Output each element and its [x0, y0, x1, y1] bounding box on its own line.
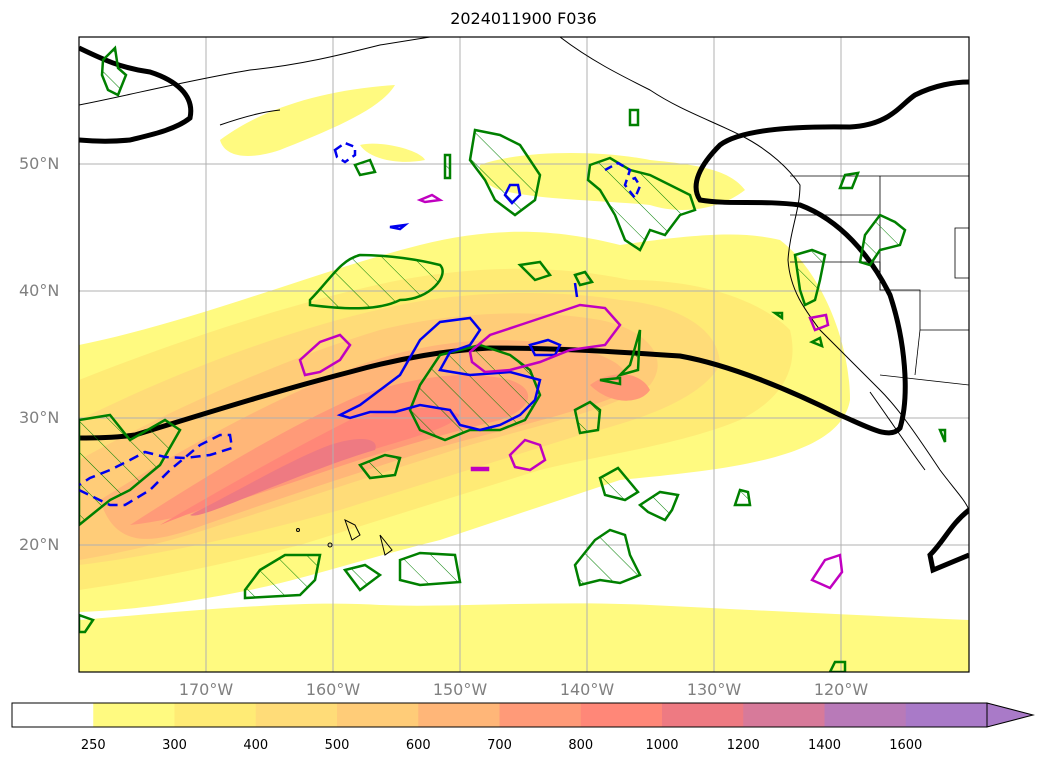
lat-label-40n: 40°N	[19, 281, 60, 300]
lat-label-30n: 30°N	[19, 408, 60, 427]
colorbar-tick-label: 600	[405, 738, 431, 753]
colorbar-tick-label: 1000	[645, 738, 679, 753]
green-hatched-regions	[79, 45, 947, 672]
colorbar-segment	[743, 703, 825, 727]
lon-label-170w: 170°W	[178, 680, 234, 699]
colorbar-tick-label: 800	[568, 738, 594, 753]
colorbar-segment	[580, 703, 663, 727]
magenta-contours	[298, 193, 844, 590]
colorbar-segment	[93, 703, 175, 727]
map-title: 2024011900 F036	[450, 9, 597, 28]
colorbar-tick-label: 700	[487, 738, 512, 753]
lon-label-160w: 160°W	[305, 680, 361, 699]
map-frame	[78, 36, 970, 673]
colorbar-tick-label: 500	[324, 738, 350, 753]
colorbar-segment	[337, 703, 419, 727]
colorbar-segment	[174, 703, 257, 727]
colorbar-tick-label: 1400	[807, 738, 842, 753]
colorbar-segment	[499, 703, 582, 727]
lat-label-50n: 50°N	[19, 154, 60, 173]
colorbar-segment	[12, 703, 94, 727]
lon-label-130w: 130°W	[686, 680, 742, 699]
colorbar-tick-label: 250	[80, 738, 106, 753]
colorbar-extend-arrow	[986, 702, 1035, 728]
colorbar-segment	[824, 703, 907, 727]
colorbar-segment	[418, 703, 500, 727]
colorbar	[11, 702, 1035, 728]
lon-label-120w: 120°W	[813, 680, 869, 699]
lon-label-140w: 140°W	[559, 680, 615, 699]
lon-label-150w: 150°W	[432, 680, 488, 699]
colorbar-tick-label: 1200	[726, 738, 760, 753]
main-contour	[79, 45, 969, 574]
colorbar-segment	[662, 703, 744, 727]
coastlines	[79, 37, 969, 556]
colorbar-tick-label: 400	[243, 738, 269, 753]
lat-label-20n: 20°N	[19, 535, 60, 554]
colorbar-segment	[905, 703, 988, 727]
colorbar-segment	[255, 703, 338, 727]
colorbar-tick-label: 300	[162, 738, 187, 753]
blue-contours	[79, 141, 642, 507]
colorbar-tick-label: 1600	[889, 738, 923, 753]
